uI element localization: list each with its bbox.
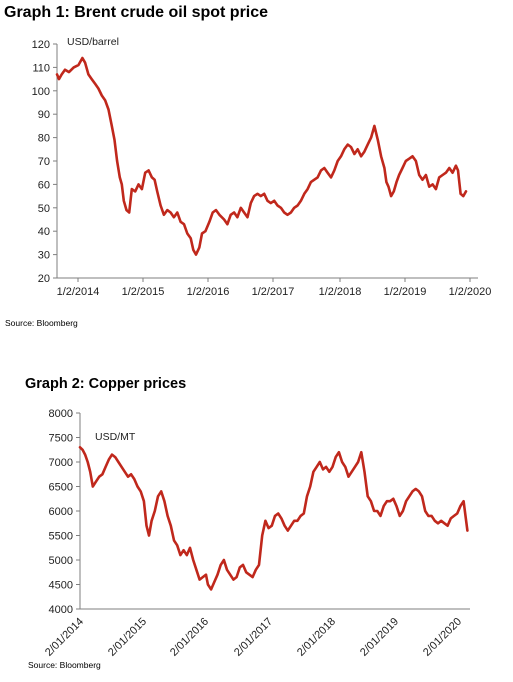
- graph1-y-tick-label: 100: [32, 86, 50, 98]
- graph2-x-tick-label: 2/01/2018: [295, 616, 338, 659]
- graph1-y-tick-label: 110: [32, 62, 50, 74]
- graph2-y-tick-label: 5500: [49, 531, 73, 543]
- graph1-y-tick-label: 80: [38, 133, 50, 145]
- graph1-y-tick-label: 20: [38, 273, 50, 285]
- graph2-x-tick-label: 2/01/2020: [421, 616, 464, 659]
- graph1-x-tick-label: 1/2/2014: [57, 286, 100, 298]
- graph2-y-tick-label: 8000: [49, 408, 73, 420]
- graph2-y-tick-label: 6000: [49, 506, 73, 518]
- graph2-unit-label: USD/MT: [95, 431, 136, 443]
- graph2-y-tick-label: 7000: [49, 457, 73, 469]
- graph1-series-line: [55, 56, 468, 256]
- graph1-y-tick-label: 40: [38, 226, 50, 238]
- graph1-unit-label: USD/barrel: [67, 36, 119, 48]
- graph1-y-tick-label: 30: [38, 250, 50, 262]
- graph2-y-tick-label: 5000: [49, 555, 73, 567]
- graph2-y-tick-label: 6500: [49, 482, 73, 494]
- graph1-x-tick-label: 1/2/2015: [122, 286, 165, 298]
- graph1-y-tick-label: 90: [38, 109, 50, 121]
- graph2-y-tick-label: 4500: [49, 580, 73, 592]
- graph1-y-tick-label: 60: [38, 179, 50, 191]
- graph2-title: Graph 2: Copper prices: [25, 376, 187, 392]
- graph1-source: Source: Bloomberg: [5, 318, 78, 328]
- graph2-plot: 4000 4500 5000 5500 6000 6500 7000 7500 8000 2/01…: [43, 408, 470, 659]
- graph2-y-tick-label: 7500: [49, 433, 73, 445]
- graph2-x-tick-label: 2/01/2015: [106, 616, 149, 659]
- graph1-y-tick-label: 120: [32, 39, 50, 51]
- graph1-x-tick-label: 1/2/2019: [384, 286, 427, 298]
- graph1-x-tick-label: 1/2/2017: [252, 286, 295, 298]
- graph2-x-tick-label: 2/01/2019: [358, 616, 401, 659]
- graph1-x-tick-label: 1/2/2020: [449, 286, 492, 298]
- graph1-y-tick-label: 50: [38, 203, 50, 215]
- graph1-x-tick-label: 1/2/2016: [187, 286, 230, 298]
- graph1-plot: 20 30 40 50 60 70 80 90 100 110 120 1/2/2014 1/2/201…: [32, 36, 492, 298]
- graph2-source: Source: Bloomberg: [28, 660, 101, 670]
- graph2-x-tick-label: 2/01/2017: [232, 616, 275, 659]
- graph1-x-tick-label: 1/2/2018: [319, 286, 362, 298]
- graph1-title: Graph 1: Brent crude oil spot price: [4, 4, 269, 21]
- graph1-y-tick-label: 70: [38, 156, 50, 168]
- graph2-y-tick-label: 4000: [49, 604, 73, 616]
- graph2-x-tick-label: 2/01/2016: [168, 616, 211, 659]
- graph2-series-line: [78, 446, 469, 591]
- graph2-x-tick-label: 2/01/2014: [43, 616, 86, 659]
